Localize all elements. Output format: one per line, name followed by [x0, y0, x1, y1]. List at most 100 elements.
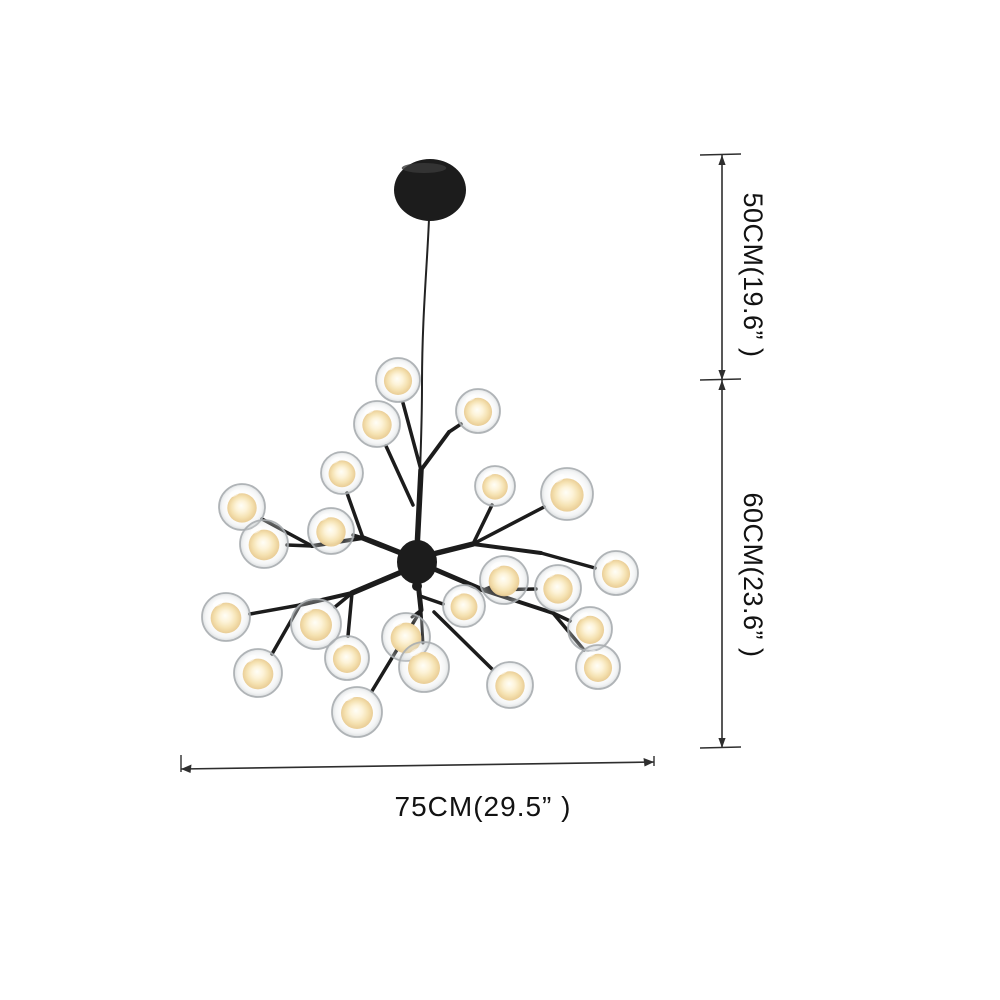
chandelier-group — [201, 159, 639, 738]
bulb — [575, 644, 621, 690]
bulb-highlight — [302, 604, 314, 614]
bulb-glow — [328, 460, 356, 488]
bulb — [540, 467, 594, 521]
dimension-tick-top — [699, 153, 742, 156]
branch-segment — [471, 542, 543, 555]
bulb — [218, 483, 266, 531]
central-hub — [397, 540, 437, 584]
bulb-highlight — [318, 513, 330, 522]
drop-height-label: 50CM(19.6” ) — [738, 192, 768, 357]
fixture-width-label: 75CM(29.5” ) — [395, 791, 572, 822]
bulb-highlight — [545, 570, 557, 579]
bulb-highlight — [497, 667, 509, 676]
bulb-highlight — [465, 394, 477, 402]
bulb-highlight — [392, 618, 405, 627]
bulb-highlight — [490, 561, 503, 570]
bulb-glow — [341, 697, 373, 729]
bulb — [567, 606, 613, 652]
bulb-highlight — [552, 474, 565, 483]
branch-segment — [384, 444, 415, 507]
bulb-glow — [583, 653, 613, 682]
bulb-glow — [488, 565, 520, 597]
bulb-glow — [482, 474, 508, 500]
branch-segment — [431, 566, 486, 593]
bulb-glow — [450, 593, 478, 621]
bulb — [375, 357, 421, 403]
bulb-highlight — [410, 647, 422, 657]
dimension-tick-middle — [699, 378, 742, 381]
branch-segment — [430, 541, 476, 557]
bulb-highlight — [385, 363, 397, 371]
bulb-glow — [463, 397, 493, 426]
bulb-glow — [316, 517, 346, 547]
horizontal-dimension-line — [180, 761, 655, 770]
bulb — [307, 507, 355, 555]
branch-segment — [447, 422, 463, 434]
bulb — [324, 635, 370, 681]
bulb — [201, 592, 251, 642]
height-dimension-lines — [699, 153, 742, 749]
bulb — [353, 400, 401, 448]
arrow-down-icon — [718, 370, 726, 380]
bulb-glow — [550, 478, 584, 512]
bulb-glow — [495, 671, 525, 701]
branch-segment — [333, 591, 354, 609]
bulb-highlight — [364, 406, 376, 415]
fixture-height-label: 60CM(23.6” ) — [738, 492, 768, 657]
bulb — [486, 661, 534, 709]
branch-segment — [414, 467, 424, 552]
bulb-glow — [601, 559, 631, 588]
arrow-right-icon — [643, 758, 654, 767]
branch-segment — [401, 401, 423, 472]
ceiling-canopy — [394, 159, 466, 221]
bulb-highlight — [330, 456, 341, 464]
bulb — [290, 598, 342, 650]
bulb-highlight — [603, 556, 615, 564]
branch-segment — [346, 591, 354, 638]
bulb-glow — [575, 615, 605, 644]
bulb — [331, 686, 383, 738]
bulb-glow — [332, 644, 362, 673]
bulb-glow — [543, 574, 573, 604]
canopy-highlight — [401, 163, 447, 173]
arrow-down-icon — [718, 738, 726, 748]
bulb-highlight — [229, 489, 241, 498]
bulb-highlight — [585, 650, 597, 658]
bulb-highlight — [250, 525, 263, 534]
bulb-highlight — [577, 612, 589, 620]
branch-segment — [471, 503, 494, 546]
dimension-tick-bottom — [699, 746, 742, 749]
bulb-glow — [362, 410, 392, 440]
bulb-glow — [383, 366, 413, 395]
branch-segment — [418, 594, 445, 606]
branch-segment — [345, 491, 365, 540]
bulb-glow — [300, 609, 332, 641]
branch-segment — [248, 603, 302, 616]
bulb — [474, 465, 516, 507]
bulb — [398, 641, 450, 693]
bulb-glow — [248, 529, 280, 561]
branch-segment — [539, 551, 597, 570]
bulb-highlight — [343, 692, 355, 702]
bulb — [479, 555, 529, 605]
arrow-up-icon — [718, 155, 726, 165]
arrow-left-icon — [181, 764, 192, 773]
bulb-glow — [242, 658, 274, 690]
bulb-glow — [227, 493, 257, 523]
branch-segment — [471, 505, 546, 546]
bulb-highlight — [244, 654, 257, 663]
bulb-highlight — [452, 589, 463, 597]
bulb — [534, 564, 582, 612]
branch-segment — [419, 430, 451, 472]
dimension-annotations: 50CM(19.6” ) 60CM(23.6” ) 75CM(29.5” ) — [180, 153, 768, 822]
width-dimension-lines — [180, 755, 655, 773]
bulb — [455, 388, 501, 434]
bulb — [320, 451, 364, 495]
bulb — [593, 550, 639, 596]
bulb-glow — [210, 602, 242, 634]
bulb — [233, 648, 283, 698]
bulb — [442, 584, 486, 628]
bulbs-layer — [201, 357, 639, 738]
arrow-up-icon — [718, 380, 726, 390]
